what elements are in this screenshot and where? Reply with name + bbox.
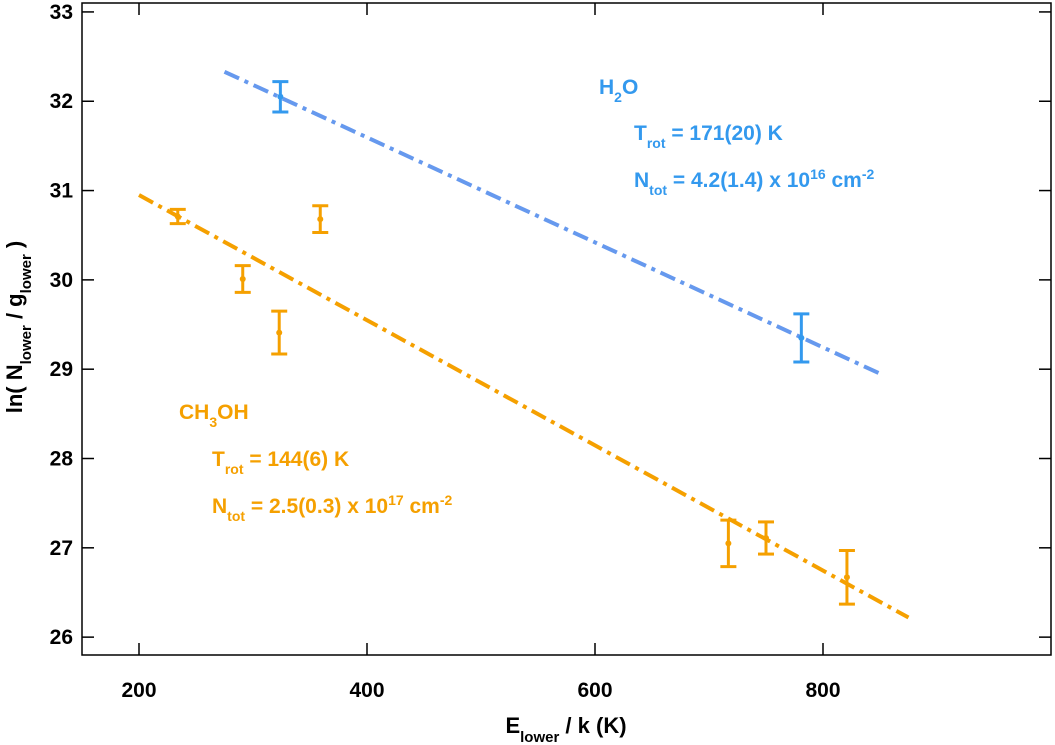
h2o-data-point [272, 80, 289, 114]
ch3oh-marker [239, 275, 246, 282]
plot-frame [81, 2, 1052, 656]
ch3oh-species-label: CH3OH [179, 401, 249, 430]
h2o-trot-label: Trot = 171(20) K [634, 122, 783, 151]
y-axis-label: ln( Nlower / glower ) [2, 241, 35, 414]
y-tick-label: 28 [50, 448, 74, 471]
data-points [169, 80, 855, 606]
y-tick-label: 29 [50, 358, 73, 381]
h2o-fit-line [223, 69, 881, 376]
axis-ticks: 200 400 600 800 26 27 28 29 30 31 32 33 [50, 1, 1051, 702]
ch3oh-annotation: CH3OH Trot = 144(6) K Ntot = 2.5(0.3) x … [179, 401, 453, 524]
ch3oh-marker [763, 534, 769, 541]
h2o-annotation: H2O Trot = 171(20) K Ntot = 4.2(1.4) x 1… [599, 76, 875, 198]
ch3oh-marker [843, 574, 850, 581]
x-tick-label: 800 [805, 679, 840, 702]
ch3oh-data-point [169, 207, 186, 226]
ch3oh-data-point [720, 518, 737, 569]
ch3oh-marker [725, 540, 732, 547]
y-tick-label: 30 [50, 269, 73, 292]
ch3oh-ntot-label: Ntot = 2.5(0.3) x 1017 cm-2 [212, 492, 453, 524]
h2o-data-point [793, 312, 810, 364]
fit-lines [138, 69, 910, 620]
ch3oh-data-point [271, 309, 288, 356]
y-tick-label: 32 [50, 90, 73, 113]
y-tick-label: 31 [50, 180, 74, 203]
ch3oh-data-point [234, 264, 251, 294]
x-tick-label: 400 [349, 679, 384, 702]
x-axis-label: Elower / k (K) [505, 713, 626, 745]
h2o-species-label: H2O [599, 76, 638, 105]
ch3oh-data-point [312, 204, 329, 235]
h2o-ntot-label: Ntot = 4.2(1.4) x 1016 cm-2 [634, 166, 875, 198]
y-tick-label: 27 [50, 537, 73, 560]
ch3oh-data-point [758, 520, 774, 556]
ch3oh-marker [317, 216, 324, 223]
h2o-marker [798, 334, 805, 341]
ch3oh-trot-label: Trot = 144(6) K [212, 448, 349, 477]
ch3oh-marker [174, 213, 181, 220]
h2o-marker [277, 93, 284, 100]
x-tick-label: 200 [121, 679, 156, 702]
ch3oh-fit-line [138, 193, 910, 620]
ch3oh-data-point [838, 549, 855, 606]
x-tick-label: 600 [577, 679, 612, 702]
ch3oh-marker [276, 329, 283, 336]
y-tick-label: 33 [50, 1, 73, 24]
y-tick-label: 26 [50, 626, 73, 649]
